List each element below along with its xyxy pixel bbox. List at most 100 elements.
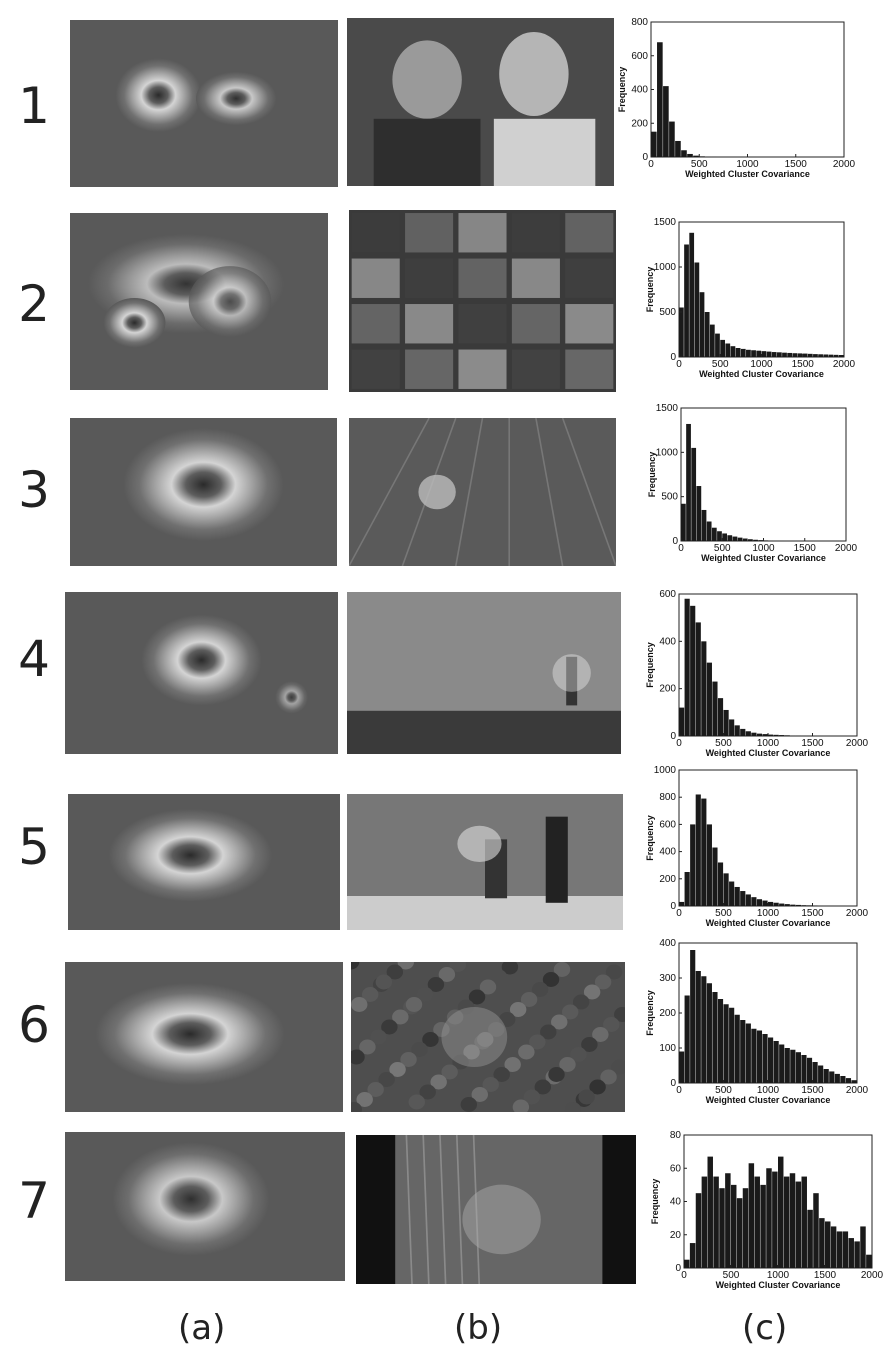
hist-bar (782, 352, 787, 357)
plot-frame (650, 21, 845, 158)
y-tick-label: 1500 (656, 403, 679, 414)
hist-bar (746, 349, 751, 357)
y-axis-label: Frequency (645, 815, 655, 861)
hist-bar (795, 904, 801, 906)
hist-bar (756, 1030, 763, 1083)
y-tick-label: 1000 (654, 765, 677, 776)
hist-bar (825, 1221, 831, 1268)
y-tick-label: 200 (659, 874, 676, 885)
hist-bar (701, 641, 707, 736)
hist-bar (737, 537, 743, 541)
hist-bar (768, 734, 774, 736)
hist-bar (829, 1071, 835, 1083)
column-caption: (c) (742, 1308, 788, 1348)
hist-bar (690, 950, 696, 1083)
hist-bar (706, 662, 712, 736)
video-frame (349, 210, 616, 392)
x-tick-label: 1000 (757, 908, 780, 919)
video-frame (347, 592, 621, 754)
hist-bar (696, 486, 702, 541)
column-caption: (b) (454, 1308, 503, 1348)
hist-bar (745, 894, 751, 906)
hist-bar (772, 1171, 778, 1268)
y-tick-label: 40 (670, 1197, 682, 1208)
y-tick-label: 200 (659, 684, 676, 695)
hist-bar (722, 533, 728, 541)
heat-blob (188, 266, 272, 337)
heat-blob (95, 983, 285, 1085)
x-tick-label: 0 (648, 159, 654, 170)
hist-bar (740, 348, 746, 357)
hist-bar (813, 1193, 819, 1268)
x-tick-label: 500 (714, 543, 731, 554)
hist-bar (787, 352, 793, 357)
y-axis-label: Frequency (650, 1179, 660, 1225)
hist-bar (848, 1238, 854, 1268)
hist-bar (736, 1198, 743, 1268)
hist-bar (701, 1176, 708, 1268)
x-tick-label: 0 (678, 543, 684, 554)
histogram-svg: 0 500 1000 1500 2000 0 200 400 600 Weighted Clust… (645, 589, 869, 758)
hist-bar (753, 539, 758, 541)
hist-bar (675, 140, 681, 157)
hist-bar (731, 1184, 737, 1268)
heat-blob (141, 614, 262, 706)
hist-bar (695, 794, 701, 906)
hist-bar (720, 339, 726, 357)
x-tick-label: 1000 (767, 1270, 790, 1281)
hist-bar (701, 509, 707, 541)
hist-bar (790, 904, 796, 906)
hist-bar (734, 886, 740, 906)
hist-bar (783, 1176, 790, 1268)
hist-bar (778, 1156, 784, 1268)
x-tick-label: 1500 (801, 738, 824, 749)
hist-bar (679, 1051, 685, 1083)
plot-frame (680, 407, 847, 542)
x-tick-label: 1000 (736, 159, 759, 170)
y-tick-label: 0 (642, 152, 648, 163)
hist-bar (727, 535, 733, 541)
y-axis-label: Frequency (645, 642, 655, 688)
hist-bar (773, 902, 779, 906)
hist-bar (712, 681, 718, 736)
covariance-histogram: 0 500 1000 1500 2000 0 200 400 600 800 1000 Weighte… (645, 765, 869, 928)
hist-bar (823, 354, 829, 357)
hist-bar (768, 901, 774, 906)
hist-bar (689, 1243, 696, 1268)
hist-bar (745, 731, 751, 736)
hist-bar (729, 881, 735, 906)
y-tick-label: 0 (670, 731, 676, 742)
hist-bar (795, 1052, 801, 1083)
hist-bar (792, 353, 798, 357)
hist-bar (663, 86, 669, 157)
heat-blob (115, 58, 202, 132)
heat-blob (108, 808, 272, 902)
hist-bar (723, 709, 729, 736)
hist-bar (679, 307, 684, 357)
hist-bar (845, 1078, 852, 1083)
hist-bar (818, 354, 823, 357)
row-number: 1 (18, 77, 50, 135)
hist-bar (812, 905, 818, 906)
hist-bar (760, 1184, 766, 1268)
video-frame (347, 18, 614, 186)
hist-bar (734, 725, 740, 736)
hist-bar (860, 1226, 866, 1268)
saliency-heatmap (65, 962, 343, 1112)
y-axis-label: Frequency (645, 267, 655, 313)
covariance-histogram: 0 500 1000 1500 2000 0 200 400 600 Weighted Clust… (645, 589, 869, 758)
x-axis-label: Weighted Cluster Covariance (699, 369, 824, 379)
hist-bar (866, 1254, 872, 1268)
hist-bar (707, 1156, 713, 1268)
x-tick-label: 2000 (833, 359, 856, 370)
covariance-histogram: 0 500 1000 1500 2000 0 500 1000 1500 Weighted Clu… (645, 217, 856, 379)
hist-bar (695, 971, 701, 1083)
hist-bar (762, 734, 768, 736)
heat-blob (112, 1142, 270, 1256)
hist-bar (706, 521, 712, 541)
y-tick-label: 0 (672, 536, 678, 547)
histogram-svg: 0 500 1000 1500 2000 0 100 200 300 400 Weighted Cl… (645, 938, 869, 1105)
covariance-histogram: 0 500 1000 1500 2000 0 500 1000 1500 Weighted Clu… (647, 403, 858, 563)
x-tick-label: 2000 (846, 738, 869, 749)
x-tick-label: 2000 (833, 159, 856, 170)
